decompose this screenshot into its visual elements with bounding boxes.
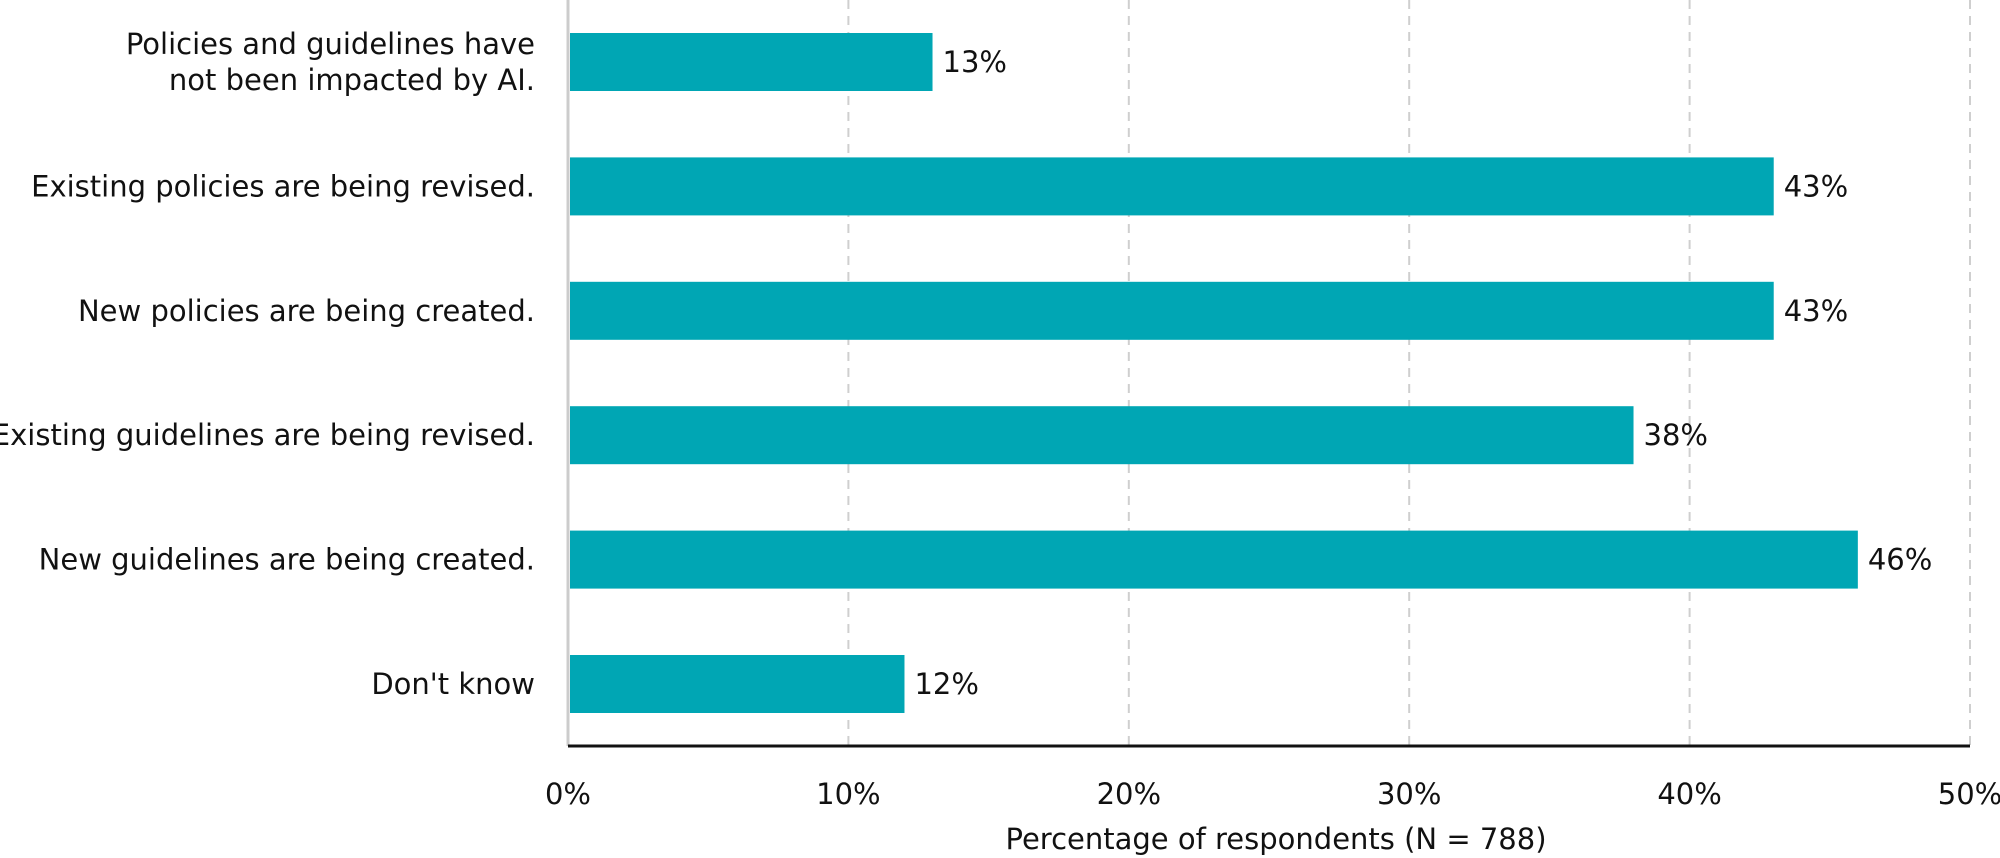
x-tick-label-0: 0% <box>545 777 591 811</box>
value-label-4: 46% <box>1868 543 1932 577</box>
value-label-1: 43% <box>1784 169 1848 203</box>
category-label-5: Don't know <box>371 667 535 701</box>
category-label-3: Existing guidelines are being revised. <box>0 418 535 452</box>
bar-3 <box>570 406 1634 465</box>
bar-2 <box>570 281 1774 340</box>
category-label-line: Existing policies are being revised. <box>31 169 535 203</box>
bar-4 <box>570 530 1858 589</box>
value-label-5: 12% <box>914 667 978 701</box>
value-label-2: 43% <box>1784 294 1848 328</box>
category-label-2: New policies are being created. <box>78 294 535 328</box>
category-label-line: Don't know <box>371 667 535 701</box>
axes <box>566 0 1970 748</box>
bar-0 <box>570 33 933 91</box>
grid-lines <box>847 0 1971 746</box>
category-label-1: Existing policies are being revised. <box>31 169 535 203</box>
value-label-0: 13% <box>943 45 1007 79</box>
category-label-line: not been impacted by AI. <box>169 63 535 97</box>
x-axis-title: Percentage of respondents (N = 788) <box>1005 822 1546 856</box>
value-label-3: 38% <box>1644 418 1708 452</box>
labels: 13% Policies and guidelines have not been … <box>0 27 2000 811</box>
category-label-line: Existing guidelines are being revised. <box>0 418 535 452</box>
category-label-line: Policies and guidelines have <box>126 27 535 61</box>
bar-5 <box>570 655 905 713</box>
x-tick-label-10: 10% <box>816 777 880 811</box>
category-label-0: Policies and guidelines have not been imp… <box>126 27 535 97</box>
category-label-4: New guidelines are being created. <box>39 543 535 577</box>
x-tick-label-30: 30% <box>1377 777 1441 811</box>
x-tick-label-20: 20% <box>1097 777 1161 811</box>
bars <box>570 33 1858 713</box>
category-label-line: New policies are being created. <box>78 294 535 328</box>
x-tick-label-40: 40% <box>1657 777 1721 811</box>
category-label-line: New guidelines are being created. <box>39 543 535 577</box>
bar-1 <box>570 157 1774 216</box>
x-tick-label-50: 50% <box>1938 777 2000 811</box>
